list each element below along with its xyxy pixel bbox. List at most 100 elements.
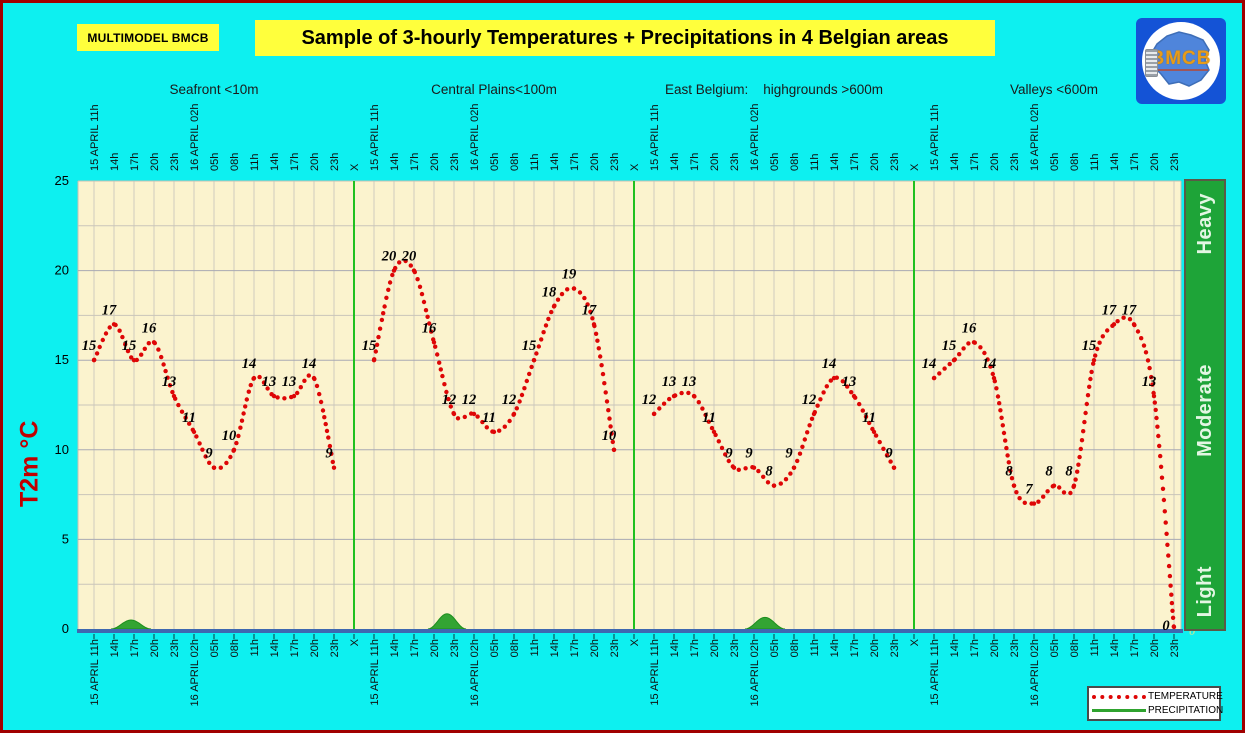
temperature-point: [1111, 322, 1117, 327]
temperature-point: [257, 374, 262, 380]
temperature-value-label: 13: [1142, 374, 1157, 390]
time-tick-label-bottom: 14h: [669, 639, 681, 657]
time-tick-label-bottom: 14h: [109, 639, 121, 657]
temperature-point: [1160, 486, 1166, 491]
temperature-point: [828, 378, 833, 383]
temperature-value-label: 15: [362, 338, 377, 354]
temperature-point: [1003, 438, 1008, 443]
panel-title: Valleys <600m: [1010, 82, 1098, 97]
temperature-point: [275, 395, 280, 400]
temperature-point: [877, 439, 882, 445]
temperature-point: [224, 460, 229, 466]
time-tick-label-bottom: 11h: [809, 639, 821, 657]
time-tick-label-bottom: 20h: [149, 639, 161, 657]
temperature-value-label: 17: [102, 302, 117, 318]
temperature-point: [860, 408, 865, 413]
temperature-point: [429, 329, 434, 334]
intensity-label-moderate: Moderate: [1193, 363, 1216, 457]
temperature-series: 15 17 15 16 13 11 9 10 14 13 13 14 9: [82, 302, 337, 470]
temperature-point: [376, 334, 381, 340]
time-tick-label-bottom: 16 APRIL 02h: [189, 639, 201, 706]
temperature-point: [957, 352, 962, 357]
temperature-point: [931, 375, 937, 381]
temperature-point: [611, 447, 617, 452]
temperature-value-label: 9: [785, 446, 792, 462]
temperature-point: [951, 358, 957, 363]
temperature-point: [1141, 343, 1147, 348]
temperature-value-label: 14: [922, 356, 937, 372]
temperature-point: [1151, 393, 1157, 399]
temperature-point: [371, 358, 377, 363]
precipitation-area: [427, 613, 467, 630]
temperature-point: [438, 367, 443, 372]
temperature-point: [191, 429, 197, 435]
temperature-point: [480, 419, 485, 425]
temperature-point: [988, 364, 993, 369]
temperature-point: [324, 428, 330, 434]
temperature-point: [125, 348, 131, 354]
time-tick-label-top: 23h: [889, 153, 901, 171]
time-tick-label-bottom: 17h: [849, 639, 861, 657]
temperature-point: [423, 308, 429, 313]
temperature-point: [1095, 346, 1100, 352]
temperature-point: [514, 406, 519, 411]
temperature-point: [1079, 438, 1085, 443]
time-tick-label-top: 14h: [389, 153, 401, 171]
temperature-point: [374, 342, 380, 347]
time-tick-label-bottom: 14h: [549, 639, 561, 657]
temperature-point: [857, 401, 862, 407]
temperature-point: [330, 459, 335, 465]
time-tick-label-top: 14h: [109, 153, 121, 171]
temperature-value-label: 17: [582, 302, 597, 318]
panel-title: Central Plains<100m: [431, 82, 557, 97]
time-tick-label-top: 20h: [589, 153, 601, 171]
temperature-point: [117, 328, 122, 333]
time-tick-label-bottom: 05h: [209, 639, 221, 657]
temperature-point: [671, 393, 677, 399]
temperature-point: [667, 396, 672, 402]
temperature-point: [1158, 453, 1163, 459]
time-tick-label-top: 14h: [549, 153, 561, 171]
time-tick-label-bottom: 23h: [1009, 639, 1021, 657]
temperature-point: [156, 347, 161, 352]
time-tick-label-top: 15 APRIL 11h: [89, 104, 101, 171]
time-tick-label-top: 14h: [1109, 153, 1121, 171]
temperature-point: [565, 287, 570, 292]
temperature-point: [200, 447, 205, 452]
temperature-point: [1081, 429, 1086, 434]
temperature-point: [539, 337, 544, 342]
temperature-point: [549, 309, 554, 315]
temperature-point: [527, 371, 532, 377]
temperature-value-label: 9: [725, 446, 732, 462]
time-tick-label-bottom: 08h: [229, 639, 241, 657]
temperature-swatch-icon: [1092, 694, 1146, 699]
temperature-value-label: 15: [122, 338, 137, 354]
temperature-point: [606, 408, 611, 413]
temperature-point: [327, 443, 333, 449]
time-tick-label-bottom: 15 APRIL 11h: [89, 639, 101, 706]
precipitation-swatch-icon: [1092, 709, 1146, 712]
temperature-point: [123, 342, 128, 347]
temperature-point: [228, 454, 233, 460]
temperature-point: [519, 392, 525, 398]
temperature-point: [706, 419, 711, 424]
y-tick-label: 20: [55, 263, 69, 278]
temperature-point: [1145, 358, 1151, 363]
temperature-point: [239, 418, 245, 423]
temperature-value-label: 13: [162, 374, 177, 390]
temperature-point: [302, 378, 307, 383]
chart-plot: 15 APRIL 11h 15 APRIL 11h 14h 14h 17h 17h 20h 2…: [55, 82, 1196, 706]
temperature-value-label: 17: [1102, 302, 1117, 318]
temperature-point: [1077, 454, 1082, 460]
temperature-point: [651, 411, 657, 417]
temperature-point: [995, 394, 1001, 399]
panel-title: Seafront <10m: [170, 82, 259, 97]
temperature-point: [246, 389, 251, 394]
x-axis-line: [77, 629, 1183, 633]
precipitation-area: [110, 619, 152, 630]
temperature-point: [497, 428, 502, 433]
temperature-point: [163, 368, 168, 374]
temperature-point: [176, 402, 181, 408]
temperature-point: [1091, 358, 1097, 363]
